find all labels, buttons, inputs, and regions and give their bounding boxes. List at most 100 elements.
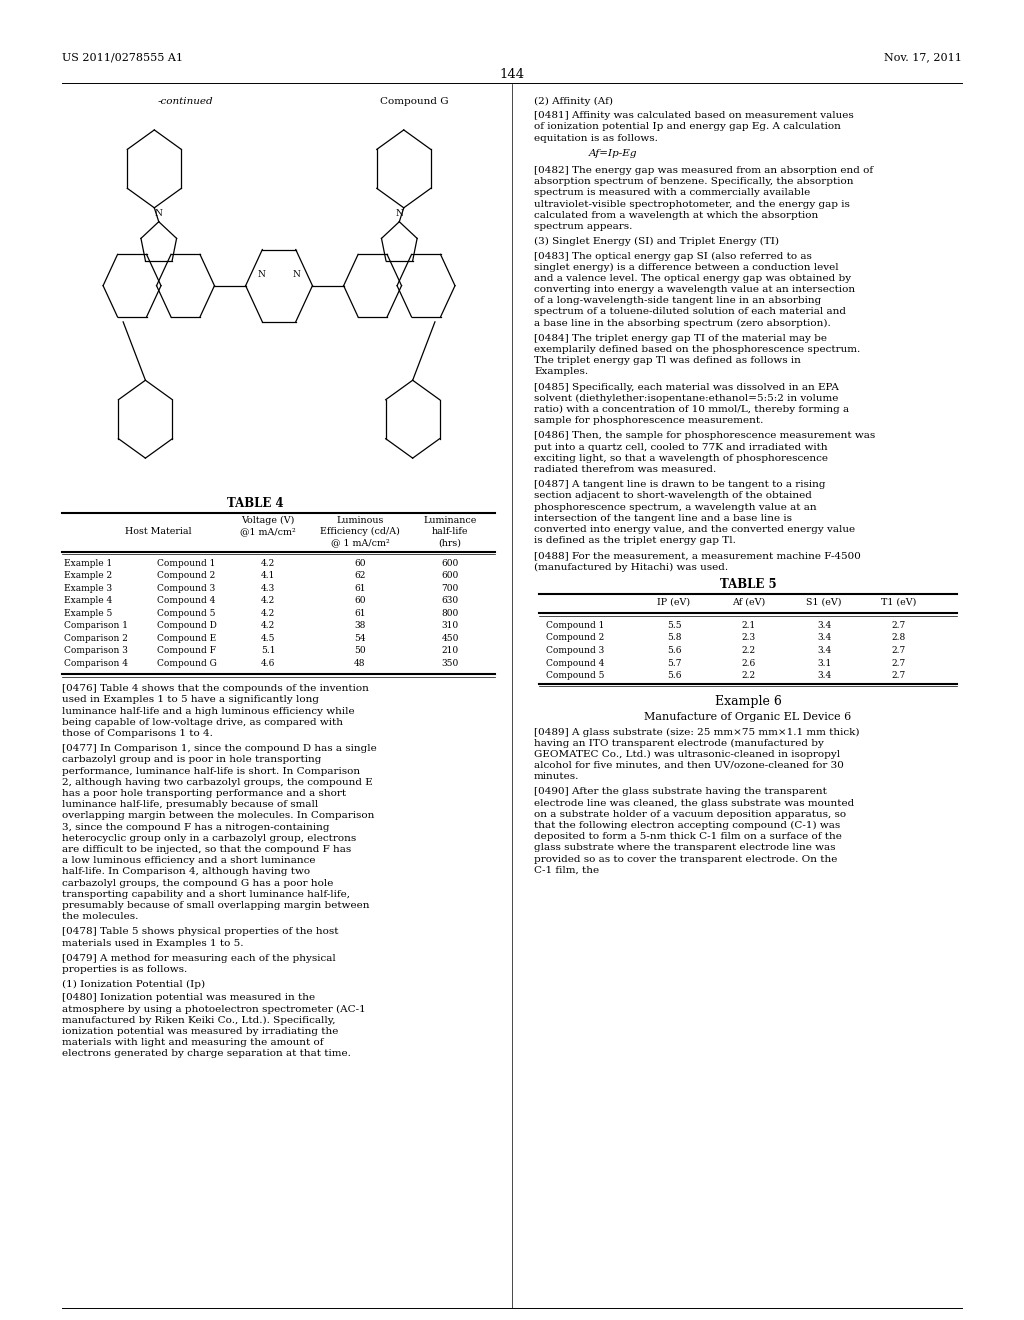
Text: -continued: -continued — [158, 96, 213, 106]
Text: TABLE 4: TABLE 4 — [226, 498, 284, 510]
Text: 450: 450 — [441, 634, 459, 643]
Text: @1 mA/cm²: @1 mA/cm² — [240, 527, 296, 536]
Text: 4.2: 4.2 — [261, 622, 275, 630]
Text: manufactured by Riken Keiki Co., Ltd.). Specifically,: manufactured by Riken Keiki Co., Ltd.). … — [62, 1015, 336, 1024]
Text: 60: 60 — [354, 558, 366, 568]
Text: 4.2: 4.2 — [261, 558, 275, 568]
Text: Af (eV): Af (eV) — [732, 598, 766, 607]
Text: Nov. 17, 2011: Nov. 17, 2011 — [884, 51, 962, 62]
Text: 144: 144 — [500, 69, 524, 81]
Text: 600: 600 — [441, 558, 459, 568]
Text: 2.7: 2.7 — [892, 659, 906, 668]
Text: [0488] For the measurement, a measurement machine F-4500: [0488] For the measurement, a measuremen… — [534, 552, 861, 561]
Text: luminance half-life and a high luminous efficiency while: luminance half-life and a high luminous … — [62, 706, 354, 715]
Text: 800: 800 — [441, 609, 459, 618]
Text: solvent (diethylether:isopentane:ethanol=5:5:2 in volume: solvent (diethylether:isopentane:ethanol… — [534, 393, 839, 403]
Text: (hrs): (hrs) — [438, 539, 462, 548]
Text: 2.7: 2.7 — [892, 620, 906, 630]
Text: [0480] Ionization potential was measured in the: [0480] Ionization potential was measured… — [62, 994, 315, 1002]
Text: 5.5: 5.5 — [667, 620, 681, 630]
Text: a base line in the absorbing spectrum (zero absorption).: a base line in the absorbing spectrum (z… — [534, 318, 830, 327]
Text: Comparison 2: Comparison 2 — [63, 634, 128, 643]
Text: equitation is as follows.: equitation is as follows. — [534, 133, 657, 143]
Text: are difficult to be injected, so that the compound F has: are difficult to be injected, so that th… — [62, 845, 351, 854]
Text: 5.1: 5.1 — [261, 645, 275, 655]
Text: presumably because of small overlapping margin between: presumably because of small overlapping … — [62, 902, 370, 909]
Text: 4.6: 4.6 — [261, 659, 275, 668]
Text: calculated from a wavelength at which the absorption: calculated from a wavelength at which th… — [534, 211, 818, 220]
Text: [0482] The energy gap was measured from an absorption end of: [0482] The energy gap was measured from … — [534, 166, 873, 176]
Text: (1) Ionization Potential (Ip): (1) Ionization Potential (Ip) — [62, 981, 205, 989]
Text: T1 (eV): T1 (eV) — [882, 598, 916, 607]
Text: [0477] In Comparison 1, since the compound D has a single: [0477] In Comparison 1, since the compou… — [62, 744, 377, 754]
Text: [0489] A glass substrate (size: 25 mm×75 mm×1.1 mm thick): [0489] A glass substrate (size: 25 mm×75… — [534, 727, 859, 737]
Text: 38: 38 — [354, 622, 366, 630]
Text: put into a quartz cell, cooled to 77K and irradiated with: put into a quartz cell, cooled to 77K an… — [534, 442, 827, 451]
Text: Luminance: Luminance — [423, 516, 477, 525]
Text: Compound 3: Compound 3 — [546, 645, 604, 655]
Text: N: N — [395, 209, 403, 218]
Text: Compound G: Compound G — [157, 659, 217, 668]
Text: alcohol for five minutes, and then UV/ozone-cleaned for 30: alcohol for five minutes, and then UV/oz… — [534, 762, 844, 770]
Text: [0486] Then, the sample for phosphorescence measurement was: [0486] Then, the sample for phosphoresce… — [534, 432, 876, 441]
Text: [0478] Table 5 shows physical properties of the host: [0478] Table 5 shows physical properties… — [62, 928, 339, 936]
Text: [0485] Specifically, each material was dissolved in an EPA: [0485] Specifically, each material was d… — [534, 383, 839, 392]
Text: @ 1 mA/cm²: @ 1 mA/cm² — [331, 539, 389, 548]
Text: 3.1: 3.1 — [817, 659, 831, 668]
Text: Efficiency (cd/A): Efficiency (cd/A) — [321, 527, 400, 536]
Text: 210: 210 — [441, 645, 459, 655]
Text: Comparison 1: Comparison 1 — [63, 622, 128, 630]
Text: 48: 48 — [354, 659, 366, 668]
Text: 350: 350 — [441, 659, 459, 668]
Text: Compound 1: Compound 1 — [546, 620, 604, 630]
Text: N: N — [155, 209, 163, 218]
Text: 3.4: 3.4 — [817, 671, 831, 680]
Text: [0479] A method for measuring each of the physical: [0479] A method for measuring each of th… — [62, 954, 336, 962]
Text: has a poor hole transporting performance and a short: has a poor hole transporting performance… — [62, 789, 346, 797]
Text: of a long-wavelength-side tangent line in an absorbing: of a long-wavelength-side tangent line i… — [534, 296, 821, 305]
Text: US 2011/0278555 A1: US 2011/0278555 A1 — [62, 51, 183, 62]
Text: GEOMATEC Co., Ltd.) was ultrasonic-cleaned in isopropyl: GEOMATEC Co., Ltd.) was ultrasonic-clean… — [534, 750, 840, 759]
Text: the molecules.: the molecules. — [62, 912, 138, 921]
Text: Luminous: Luminous — [336, 516, 384, 525]
Text: 2.1: 2.1 — [741, 620, 756, 630]
Text: Host Material: Host Material — [125, 527, 191, 536]
Text: 2.7: 2.7 — [892, 671, 906, 680]
Text: absorption spectrum of benzene. Specifically, the absorption: absorption spectrum of benzene. Specific… — [534, 177, 853, 186]
Text: glass substrate where the transparent electrode line was: glass substrate where the transparent el… — [534, 843, 836, 853]
Text: Compound F: Compound F — [157, 645, 216, 655]
Text: 5.6: 5.6 — [667, 645, 681, 655]
Text: singlet energy) is a difference between a conduction level: singlet energy) is a difference between … — [534, 263, 839, 272]
Text: (manufactured by Hitachi) was used.: (manufactured by Hitachi) was used. — [534, 562, 728, 572]
Text: heterocyclic group only in a carbazolyl group, electrons: heterocyclic group only in a carbazolyl … — [62, 834, 356, 842]
Text: 4.5: 4.5 — [261, 634, 275, 643]
Text: 630: 630 — [441, 597, 459, 605]
Text: ratio) with a concentration of 10 mmol/L, thereby forming a: ratio) with a concentration of 10 mmol/L… — [534, 405, 849, 414]
Text: materials used in Examples 1 to 5.: materials used in Examples 1 to 5. — [62, 939, 244, 948]
Text: 3.4: 3.4 — [817, 645, 831, 655]
Text: 62: 62 — [354, 572, 366, 579]
Text: radiated therefrom was measured.: radiated therefrom was measured. — [534, 465, 716, 474]
Text: The triplet energy gap Tl was defined as follows in: The triplet energy gap Tl was defined as… — [534, 356, 801, 366]
Text: those of Comparisons 1 to 4.: those of Comparisons 1 to 4. — [62, 729, 213, 738]
Text: 2.3: 2.3 — [742, 634, 756, 643]
Text: electrons generated by charge separation at that time.: electrons generated by charge separation… — [62, 1049, 351, 1059]
Text: transporting capability and a short luminance half-life,: transporting capability and a short lumi… — [62, 890, 350, 899]
Text: performance, luminance half-life is short. In Comparison: performance, luminance half-life is shor… — [62, 767, 360, 776]
Text: N: N — [257, 271, 265, 279]
Text: on a substrate holder of a vacuum deposition apparatus, so: on a substrate holder of a vacuum deposi… — [534, 810, 846, 818]
Text: Compound 2: Compound 2 — [157, 572, 215, 579]
Text: carbazolyl group and is poor in hole transporting: carbazolyl group and is poor in hole tra… — [62, 755, 322, 764]
Text: half-life. In Comparison 4, although having two: half-life. In Comparison 4, although hav… — [62, 867, 310, 876]
Text: is defined as the triplet energy gap Tl.: is defined as the triplet energy gap Tl. — [534, 536, 736, 545]
Text: [0487] A tangent line is drawn to be tangent to a rising: [0487] A tangent line is drawn to be tan… — [534, 480, 825, 490]
Text: spectrum appears.: spectrum appears. — [534, 222, 633, 231]
Text: Compound 5: Compound 5 — [546, 671, 604, 680]
Text: 2.7: 2.7 — [892, 645, 906, 655]
Text: (3) Singlet Energy (SI) and Triplet Energy (TI): (3) Singlet Energy (SI) and Triplet Ener… — [534, 238, 779, 247]
Text: intersection of the tangent line and a base line is: intersection of the tangent line and a b… — [534, 513, 792, 523]
Text: 4.2: 4.2 — [261, 609, 275, 618]
Text: 2.8: 2.8 — [892, 634, 906, 643]
Text: 2, although having two carbazolyl groups, the compound E: 2, although having two carbazolyl groups… — [62, 777, 373, 787]
Text: phosphorescence spectrum, a wavelength value at an: phosphorescence spectrum, a wavelength v… — [534, 503, 816, 512]
